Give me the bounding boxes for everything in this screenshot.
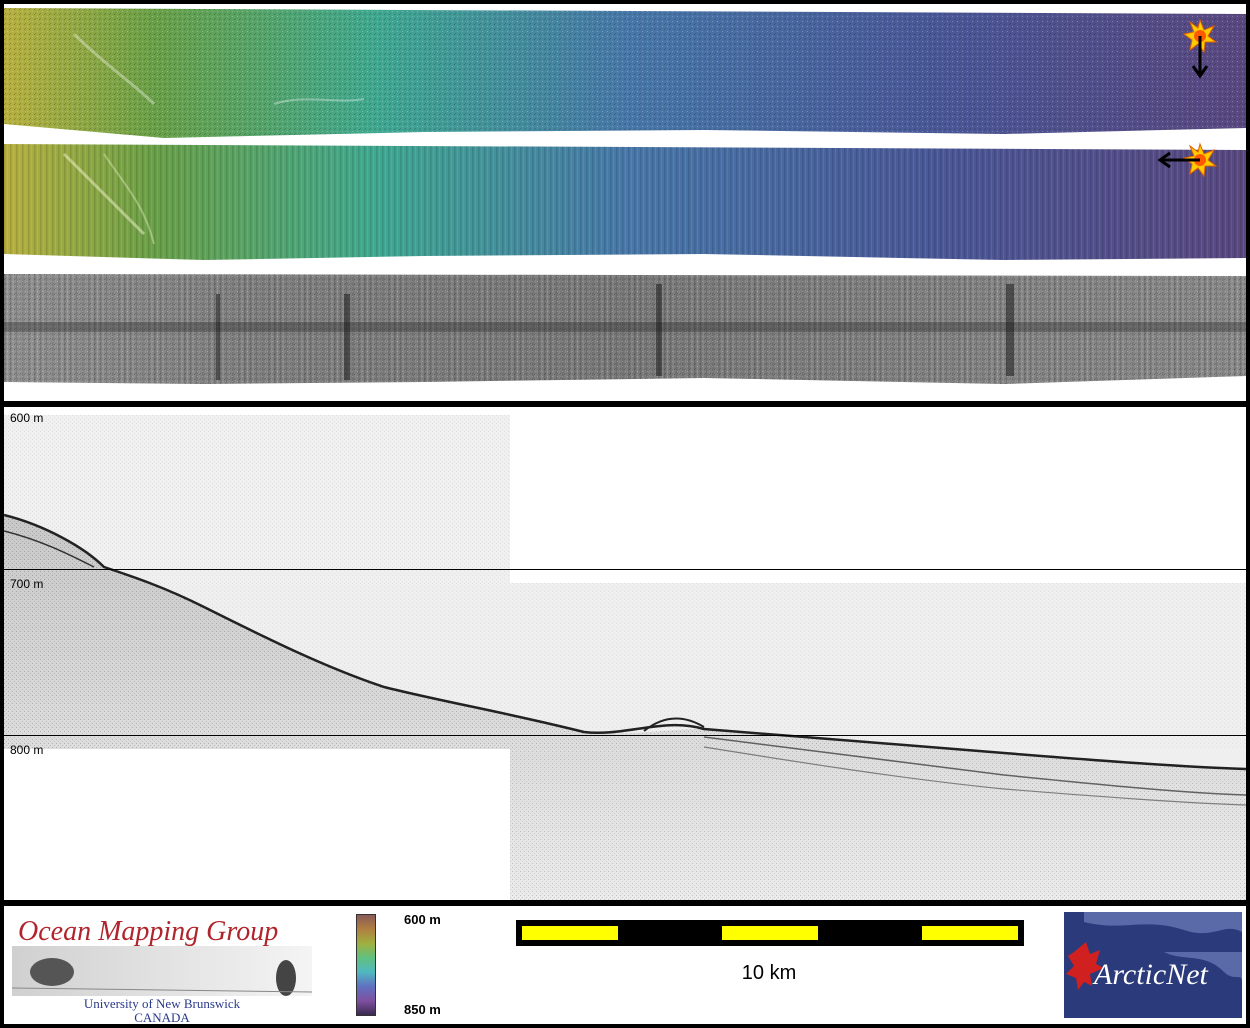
depth-label-700: 700 m bbox=[10, 577, 44, 591]
depth-label-600: 600 m bbox=[10, 411, 44, 425]
depth-label-800: 800 m bbox=[10, 743, 44, 757]
depth-line-700 bbox=[4, 569, 1246, 570]
omg-seafloor-image bbox=[12, 946, 312, 996]
seafloor-reflector bbox=[4, 513, 1246, 771]
sun-illumination-west-icon bbox=[1157, 142, 1218, 178]
swath-panel bbox=[4, 4, 1246, 401]
arcticnet-logo: ArcticNet bbox=[1064, 912, 1242, 1018]
subbottom-profile-panel: 600 m 700 m 800 m bbox=[4, 407, 1246, 900]
depth-colorbar bbox=[356, 914, 376, 1016]
omg-country: CANADA bbox=[134, 1010, 190, 1024]
subbottom-profile bbox=[4, 407, 1246, 900]
sun-illumination-north-icon bbox=[1182, 18, 1218, 79]
bathymetry-strip-west bbox=[4, 144, 1246, 260]
legend-panel: Ocean Mapping Group University of New Br… bbox=[4, 906, 1246, 1024]
colorbar-top-label: 600 m bbox=[404, 912, 441, 927]
backscatter-strip bbox=[4, 274, 1246, 384]
ocean-mapping-group-logo: Ocean Mapping Group University of New Br… bbox=[12, 912, 312, 1024]
scale-bar bbox=[516, 920, 1024, 946]
arcticnet-label: ArcticNet bbox=[1094, 958, 1208, 991]
scale-label: 10 km bbox=[741, 962, 797, 984]
arcticnet-map-graphic bbox=[1064, 912, 1242, 1018]
omg-title: Ocean Mapping Group bbox=[18, 916, 279, 947]
colorbar-bottom-label: 850 m bbox=[404, 1002, 441, 1017]
swath-strips bbox=[4, 8, 1246, 384]
bathymetry-strip-north bbox=[4, 8, 1246, 138]
depth-line-800 bbox=[4, 735, 1246, 736]
omg-university: University of New Brunswick bbox=[83, 996, 241, 1011]
